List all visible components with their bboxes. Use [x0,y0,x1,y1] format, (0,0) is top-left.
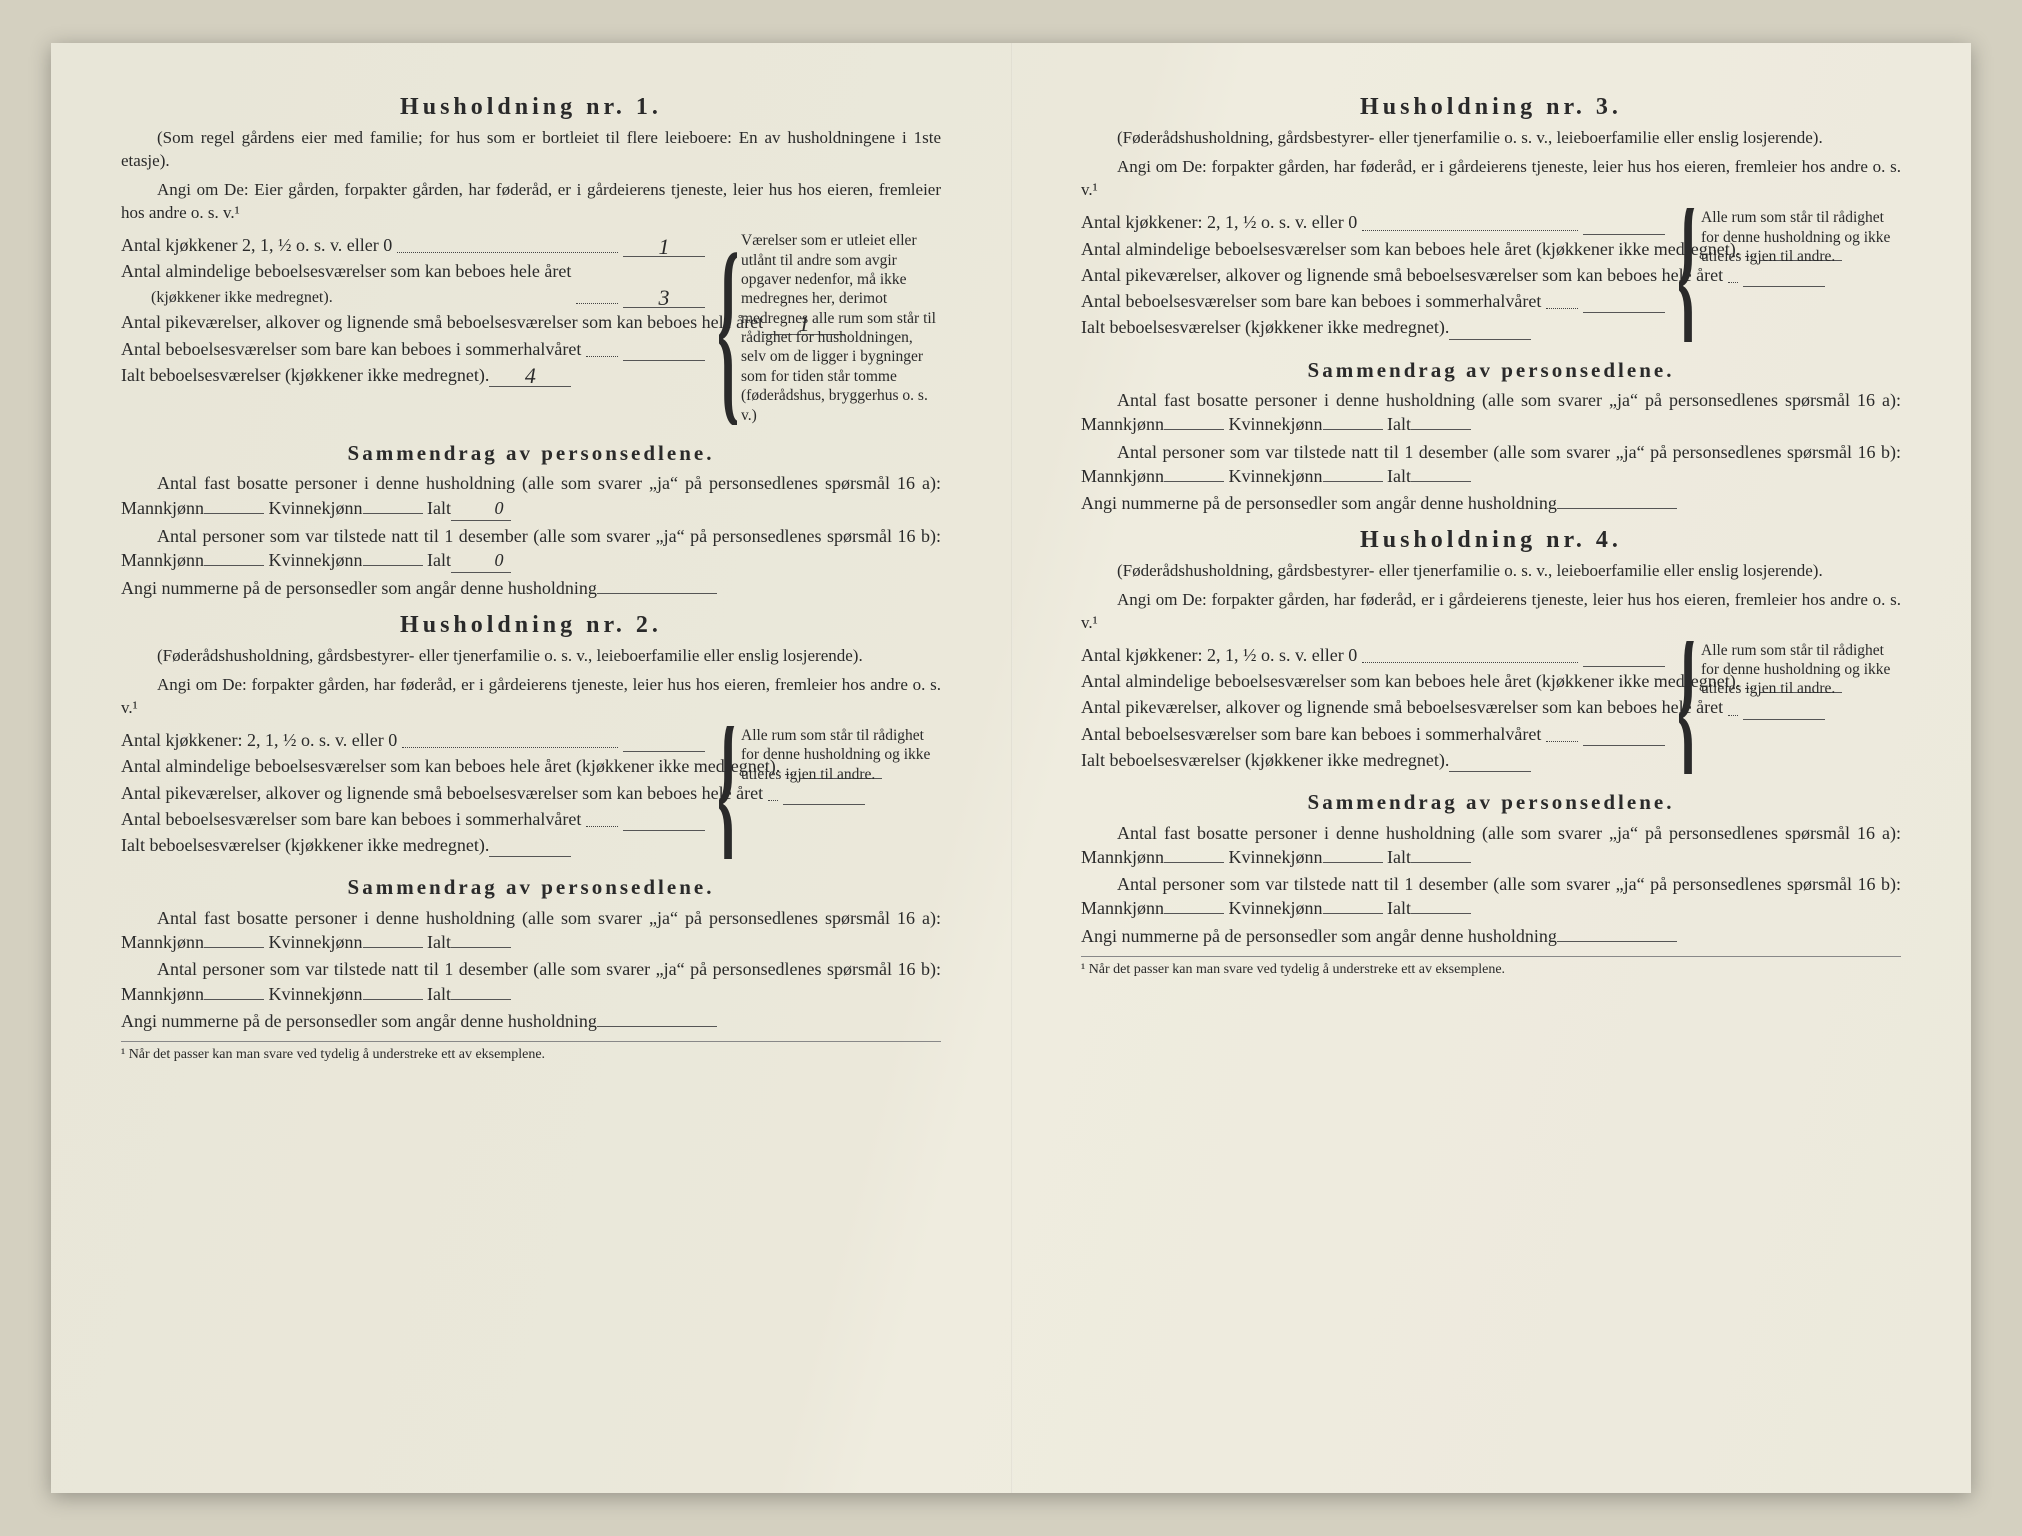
h3-q3: Antal pikeværelser, alkover og lignende … [1081,263,1723,287]
s3-l2: Antal personer som var tilstede natt til… [1081,440,1901,489]
s1-title: Sammendrag av personsedlene. [121,439,941,467]
s4-title: Sammendrag av personsedlene. [1081,788,1901,816]
footnote-right: ¹ Når det passer kan man svare ved tydel… [1081,956,1901,980]
left-page: Husholdning nr. 1. (Som regel gårdens ei… [51,43,1011,1493]
h2-block: Antal kjøkkener: 2, 1, ½ o. s. v. eller … [121,726,941,859]
footnote-left: ¹ Når det passer kan man svare ved tydel… [121,1041,941,1065]
h3-q5: Ialt beboelsesværelser (kjøkkener ikke m… [1081,315,1449,339]
h3-q4: Antal beboelsesværelser som bare kan beb… [1081,289,1541,313]
brace-icon [1679,641,1697,774]
s1-l1: Antal fast bosatte personer i denne hush… [121,471,941,521]
h2-q1: Antal kjøkkener: 2, 1, ½ o. s. v. eller … [121,728,397,752]
h1-q5: Ialt beboelsesværelser (kjøkkener ikke m… [121,363,489,387]
h3-note: Alle rum som står til rådighet for denne… [1679,208,1901,341]
s4-l1: Antal fast bosatte personer i denne hush… [1081,821,1901,870]
h4-block: Antal kjøkkener: 2, 1, ½ o. s. v. eller … [1081,641,1901,774]
page-fold [1011,43,1013,1493]
s3-l1: Antal fast bosatte personer i denne hush… [1081,388,1901,437]
h4-note: Alle rum som står til rådighet for denne… [1679,641,1901,774]
s4-l3: Angi nummerne på de personsedler som ang… [1081,924,1901,948]
h2-title: Husholdning nr. 2. [121,609,941,641]
s2-l3: Angi nummerne på de personsedler som ang… [121,1009,941,1033]
h2-desc: (Føderådshusholdning, gårdsbestyrer- ell… [121,645,941,668]
h4-title: Husholdning nr. 4. [1081,524,1901,556]
right-page: Husholdning nr. 3. (Føderådshusholdning,… [1011,43,1971,1493]
h3-desc: (Føderådshusholdning, gårdsbestyrer- ell… [1081,127,1901,150]
h1-q1v: 1 [623,237,705,258]
h1-note: Værelser som er utleiet eller utlånt til… [719,231,941,425]
s1-l2: Antal personer som var tilstede natt til… [121,524,941,574]
h1-q2v: 3 [623,288,705,309]
h1-q5v: 4 [489,366,571,387]
h2-note: Alle rum som står til rådighet for denne… [719,726,941,859]
h1-q4v [623,360,705,361]
brace-icon [719,231,737,425]
h3-q2: Antal almindelige beboelsesværelser som … [1081,237,1740,261]
document-paper: Husholdning nr. 1. (Som regel gårdens ei… [51,43,1971,1493]
h1-title: Husholdning nr. 1. [121,91,941,123]
h4-q5: Ialt beboelsesværelser (kjøkkener ikke m… [1081,748,1449,772]
h4-q4: Antal beboelsesværelser som bare kan beb… [1081,722,1541,746]
h3-angi: Angi om De: forpakter gården, har føderå… [1081,156,1901,202]
h3-block: Antal kjøkkener: 2, 1, ½ o. s. v. eller … [1081,208,1901,341]
h1-q2: Antal almindelige beboelsesværelser som … [121,259,571,308]
brace-icon [1679,208,1697,341]
h1-desc: (Som regel gårdens eier med familie; for… [121,127,941,173]
s2-title: Sammendrag av personsedlene. [121,873,941,901]
h2-q4: Antal beboelsesværelser som bare kan beb… [121,807,581,831]
h4-q2: Antal almindelige beboelsesværelser som … [1081,669,1740,693]
s3-l3: Angi nummerne på de personsedler som ang… [1081,491,1901,515]
h4-q1: Antal kjøkkener: 2, 1, ½ o. s. v. eller … [1081,643,1357,667]
s2-l1: Antal fast bosatte personer i denne hush… [121,906,941,955]
s2-l2: Antal personer som var tilstede natt til… [121,957,941,1006]
s3-title: Sammendrag av personsedlene. [1081,356,1901,384]
h4-q3: Antal pikeværelser, alkover og lignende … [1081,695,1723,719]
s4-l2: Antal personer som var tilstede natt til… [1081,872,1901,921]
h2-q5: Ialt beboelsesværelser (kjøkkener ikke m… [121,833,489,857]
h2-q3: Antal pikeværelser, alkover og lignende … [121,781,763,805]
h3-q1: Antal kjøkkener: 2, 1, ½ o. s. v. eller … [1081,210,1357,234]
h1-q1: Antal kjøkkener 2, 1, ½ o. s. v. eller 0 [121,233,392,257]
h1-q4: Antal beboelsesværelser som bare kan beb… [121,337,581,361]
brace-icon [719,726,737,859]
h1-block: Antal kjøkkener 2, 1, ½ o. s. v. eller 0… [121,231,941,425]
h1-q3: Antal pikeværelser, alkover og lignende … [121,310,763,334]
h4-desc: (Føderådshusholdning, gårdsbestyrer- ell… [1081,560,1901,583]
h3-title: Husholdning nr. 3. [1081,91,1901,123]
h4-angi: Angi om De: forpakter gården, har føderå… [1081,589,1901,635]
h2-q2: Antal almindelige beboelsesværelser som … [121,754,780,778]
h1-angi: Angi om De: Eier gården, forpakter gårde… [121,179,941,225]
h2-angi: Angi om De: forpakter gården, har føderå… [121,674,941,720]
s1-l3: Angi nummerne på de personsedler som ang… [121,576,941,600]
